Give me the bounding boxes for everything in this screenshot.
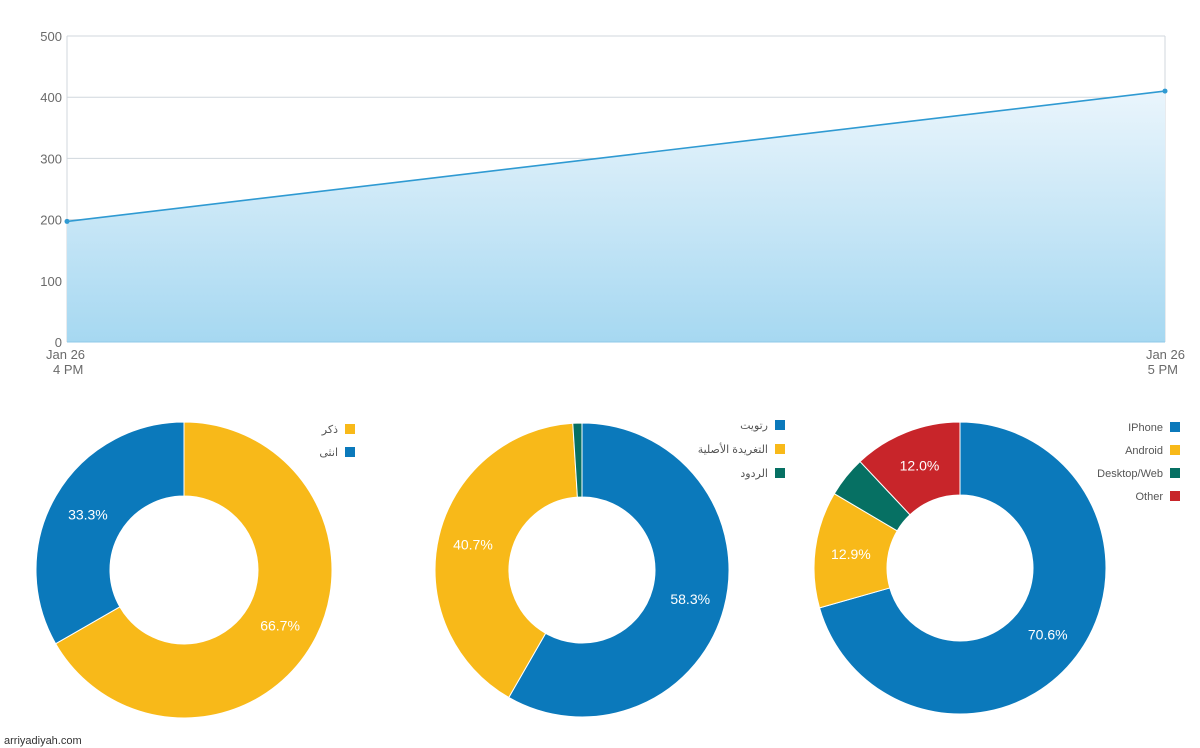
legend-label: رتويت <box>740 420 768 432</box>
tweet-type-donut-chart: 58.3% 40.7% رتويت التغريدة الأصلية الردود <box>434 420 785 718</box>
x-tick-label-date: Jan 26 <box>1146 347 1185 362</box>
x-tick-label-time: 4 PM <box>53 362 83 377</box>
legend-label: Android <box>1125 445 1163 457</box>
pie-slice <box>434 422 578 699</box>
legend-swatch <box>1170 468 1180 478</box>
x-tick-label-time: 5 PM <box>1148 362 1178 377</box>
slice-value-label: 12.0% <box>900 458 940 474</box>
x-tick-label-date: Jan 26 <box>46 347 85 362</box>
legend-label: التغريدة الأصلية <box>698 442 768 456</box>
legend-swatch <box>345 424 355 434</box>
legend-label: الردود <box>740 468 768 480</box>
legend-label: Desktop/Web <box>1097 468 1163 480</box>
pie-slice <box>35 421 185 645</box>
watermark-text: arriyadiyah.com <box>4 735 82 747</box>
pie-slice <box>572 422 583 498</box>
pie-slice <box>54 421 333 719</box>
legend-swatch <box>1170 422 1180 432</box>
slice-value-label: 33.3% <box>68 506 108 522</box>
gender-donut-chart: 66.7% 33.3% ذكر انثى <box>35 421 355 719</box>
slice-value-label: 66.7% <box>260 618 300 634</box>
legend-swatch <box>345 447 355 457</box>
legend-swatch <box>775 444 785 454</box>
y-tick-label: 300 <box>40 151 62 166</box>
series-line <box>66 90 1166 223</box>
slice-value-label: 12.9% <box>831 546 871 562</box>
legend-swatch <box>775 420 785 430</box>
legend-label: Other <box>1135 491 1163 503</box>
y-tick-label: 0 <box>55 335 62 350</box>
legend-swatch <box>775 468 785 478</box>
slice-value-label: 40.7% <box>453 537 493 553</box>
legend-swatch <box>1170 445 1180 455</box>
legend-label: انثى <box>319 447 338 459</box>
data-point <box>1162 88 1168 94</box>
legend-swatch <box>1170 491 1180 501</box>
data-point <box>64 218 70 224</box>
y-tick-label: 100 <box>40 274 62 289</box>
y-tick-label: 200 <box>40 213 62 228</box>
pie-slice <box>818 421 1107 715</box>
legend-label: IPhone <box>1128 422 1163 434</box>
legend-label: ذكر <box>321 424 338 436</box>
y-tick-label: 500 <box>40 29 62 44</box>
slice-value-label: 70.6% <box>1028 626 1068 642</box>
slice-value-label: 58.3% <box>670 591 710 607</box>
device-donut-chart: 70.6% 12.9% 12.0% IPhone Android Desktop/Web O… <box>813 421 1180 715</box>
pie-slice <box>859 421 961 516</box>
area-fill <box>67 91 1165 342</box>
pie-slice <box>508 422 730 718</box>
y-tick-label: 400 <box>40 90 62 105</box>
